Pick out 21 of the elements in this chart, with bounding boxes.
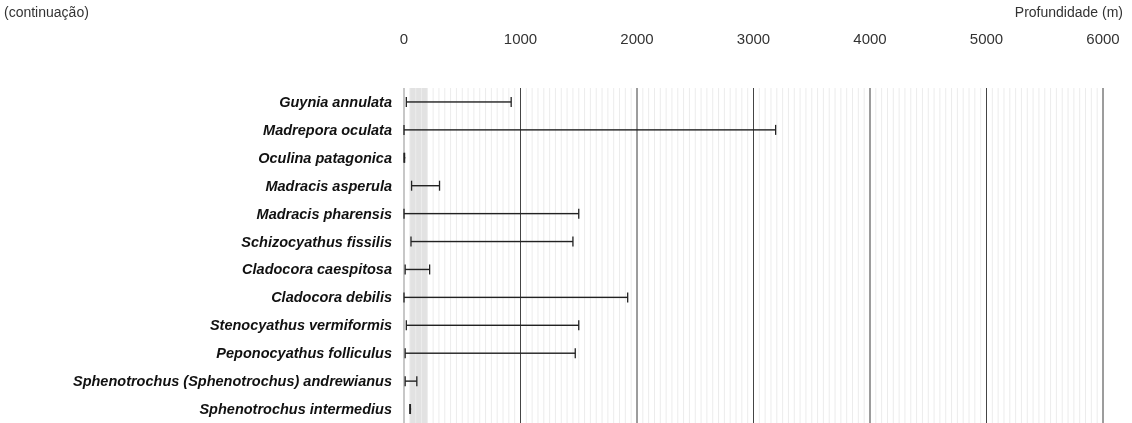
y-tick-label: Cladocora caespitosa xyxy=(242,261,392,278)
x-tick-label: 0 xyxy=(399,30,409,47)
y-tick-label: Sphenotrochus intermedius xyxy=(199,401,392,418)
y-tick-label: Madracis pharensis xyxy=(256,205,392,222)
y-tick-label: Schizocyathus fissilis xyxy=(241,233,392,250)
y-tick-label: Stenocyathus vermiformis xyxy=(209,317,392,334)
text: (continuação) xyxy=(4,4,89,20)
y-tick-label: Cladocora debilis xyxy=(271,289,392,306)
x-tick-label: 1000 xyxy=(503,30,538,47)
x-tick-label: 3000 xyxy=(736,30,771,47)
x-tick-label: 2000 xyxy=(620,30,654,47)
x-tick-label: 5000 xyxy=(969,30,1004,47)
y-tick-label: Guynia annulata xyxy=(279,93,392,110)
x-tick-label: 6000 xyxy=(1086,30,1120,47)
y-tick-label: Madrepora oculata xyxy=(263,121,392,138)
y-tick-label: Madracis asperula xyxy=(265,177,392,194)
x-tick-label: 4000 xyxy=(853,30,887,47)
y-tick-label: Sphenotrochus (Sphenotrochus) andrewianus xyxy=(72,373,392,390)
x-axis-title: Profundidade (m) xyxy=(1014,4,1123,20)
y-tick-label: Oculina patagonica xyxy=(258,149,392,166)
y-tick-label: Peponocyathus folliculus xyxy=(216,345,392,362)
